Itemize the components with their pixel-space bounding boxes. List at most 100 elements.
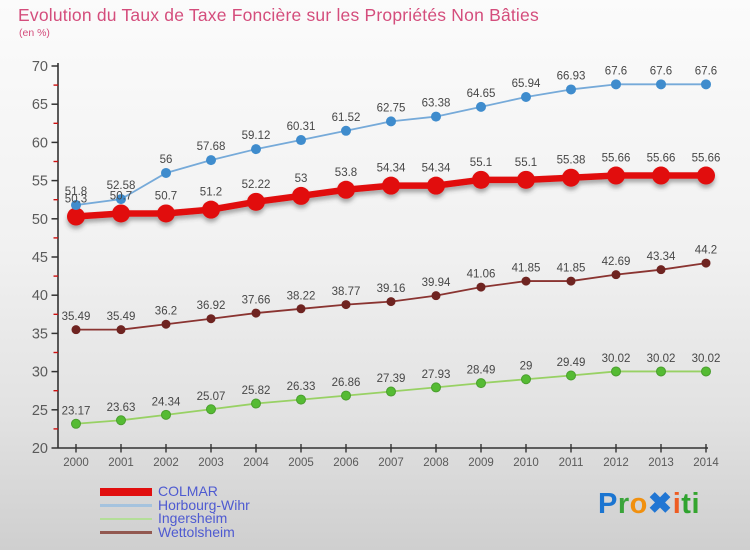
- legend-item-colmar: COLMAR: [100, 483, 250, 500]
- data-label: 54.34: [422, 163, 451, 175]
- data-label: 37.66: [242, 295, 271, 307]
- x-tick-label: 2002: [153, 457, 179, 469]
- data-label: 27.93: [422, 369, 451, 381]
- x-tick-label: 2012: [603, 457, 629, 469]
- data-label: 61.52: [332, 112, 361, 124]
- data-point: [341, 125, 351, 136]
- data-point: [521, 374, 531, 385]
- logo-letter: i: [691, 488, 700, 520]
- legend-swatch-ingersheim: [100, 517, 152, 520]
- x-tick-label: 2005: [288, 457, 314, 469]
- data-label: 51.2: [200, 187, 222, 199]
- data-point: [71, 200, 81, 211]
- data-point: [472, 170, 490, 189]
- x-tick-label: 2011: [559, 457, 584, 469]
- data-label: 29.49: [557, 357, 586, 369]
- y-tick-label: 25: [32, 403, 48, 419]
- data-label: 50.7: [110, 190, 132, 202]
- data-point: [386, 116, 396, 127]
- data-label: 38.77: [332, 286, 361, 298]
- data-point: [386, 297, 396, 307]
- data-label: 55.1: [470, 157, 492, 169]
- legend-label: Ingersheim: [158, 510, 228, 527]
- data-point: [476, 378, 486, 389]
- data-label: 27.39: [377, 373, 406, 385]
- data-label: 51.8: [65, 186, 87, 198]
- data-label: 59.12: [242, 130, 271, 142]
- x-tick-label: 2008: [423, 457, 449, 469]
- data-label: 30.02: [647, 353, 676, 365]
- y-tick-label: 45: [32, 250, 48, 266]
- data-label: 38.22: [287, 290, 316, 302]
- data-point: [296, 304, 306, 314]
- data-point: [337, 180, 355, 199]
- series-horbourg-wihr: [71, 79, 711, 211]
- data-point: [476, 101, 486, 112]
- data-label: 62.75: [377, 102, 406, 114]
- series-wettolsheim: [71, 258, 711, 335]
- data-labels-ingersheim: 23.17 23.63 24.34 25.07 25.82 26.33 26.86 27.39…: [62, 353, 721, 417]
- y-tick-label: 50: [32, 212, 48, 228]
- data-point: [562, 168, 580, 187]
- data-point: [161, 409, 171, 420]
- data-point: [701, 79, 711, 90]
- data-point: [161, 167, 171, 178]
- data-point: [611, 270, 621, 280]
- data-point: [251, 144, 261, 155]
- legend: COLMAR Horbourg-Wihr Ingersheim Wettolsh…: [100, 483, 250, 540]
- legend-item-wettolsheim: Wettolsheim: [100, 523, 250, 540]
- data-label: 28.49: [467, 365, 496, 377]
- legend-label: Wettolsheim: [158, 523, 235, 540]
- logo-letter: P: [598, 488, 618, 520]
- data-label: 23.63: [107, 402, 136, 414]
- y-tick-label: 65: [32, 97, 48, 113]
- data-point: [652, 166, 670, 185]
- data-point: [566, 370, 576, 381]
- logo-letter: r: [617, 488, 630, 520]
- data-label: 53: [295, 173, 308, 185]
- data-point: [206, 155, 216, 166]
- data-point: [112, 204, 130, 223]
- y-tick-label: 60: [32, 135, 48, 151]
- legend-item-horbourg-wihr: Horbourg-Wihr: [100, 496, 250, 513]
- data-label: 35.49: [62, 311, 91, 323]
- data-label: 55.66: [602, 153, 631, 165]
- data-point: [116, 194, 126, 205]
- data-point: [251, 398, 261, 409]
- data-point: [566, 84, 576, 95]
- data-label: 56: [160, 154, 173, 166]
- data-label: 42.69: [602, 256, 631, 268]
- data-label: 30.02: [692, 353, 721, 365]
- data-point: [161, 319, 171, 329]
- data-label: 66.93: [557, 70, 586, 82]
- data-point: [67, 207, 85, 226]
- data-label: 29: [520, 361, 533, 373]
- data-point: [251, 308, 261, 318]
- x-tick-label: 2000: [63, 457, 89, 469]
- data-point: [341, 390, 351, 401]
- data-label: 55.38: [557, 155, 586, 167]
- y-tick-label: 30: [32, 365, 48, 381]
- data-point: [656, 366, 666, 377]
- data-label: 26.33: [287, 381, 316, 393]
- data-label: 53.8: [335, 167, 357, 179]
- data-label: 64.65: [467, 88, 496, 100]
- data-label: 55.66: [647, 153, 676, 165]
- data-point: [296, 135, 306, 146]
- legend-swatch-colmar: [100, 487, 152, 496]
- data-point: [701, 258, 711, 268]
- data-label: 23.17: [62, 405, 91, 417]
- data-point: [701, 366, 711, 377]
- y-tick-label: 35: [32, 326, 48, 342]
- data-label: 67.6: [650, 65, 672, 77]
- chart-title: Evolution du Taux de Taxe Foncière sur l…: [18, 5, 539, 25]
- data-label: 41.06: [467, 269, 496, 281]
- data-label: 36.92: [197, 300, 226, 312]
- data-label: 50.3: [65, 194, 87, 206]
- series-ingersheim: [71, 366, 711, 429]
- data-labels-colmar: 50.3 50.7 50.7 51.2 52.22 53 53.8 54.34 54.34 55.…: [65, 153, 721, 206]
- x-tick-label: 2006: [333, 457, 359, 469]
- legend-label: COLMAR: [158, 483, 218, 500]
- legend-label: Horbourg-Wihr: [158, 496, 250, 513]
- legend-swatch-horbourg-wihr: [100, 504, 152, 507]
